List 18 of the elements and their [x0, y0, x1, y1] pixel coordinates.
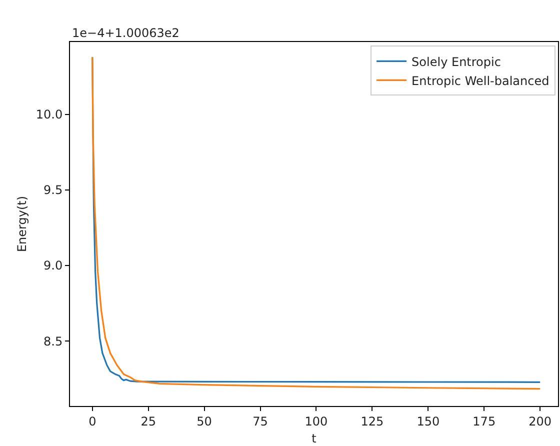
x-tick-label: 75	[252, 414, 268, 428]
x-tick-label: 25	[140, 414, 156, 428]
y-axis-title: Energy(t)	[15, 196, 30, 252]
x-tick-label: 150	[416, 414, 440, 428]
x-tick-label: 100	[304, 414, 328, 428]
y-tick-label: 9.0	[44, 258, 63, 273]
text: 1e−4+1.00063e2	[72, 26, 180, 40]
x-tick-label: 175	[472, 414, 496, 428]
x-tick-label: 200	[528, 414, 552, 428]
legend-label: Entropic Well-balanced	[412, 74, 550, 88]
y-tick-label: 8.5	[44, 334, 63, 348]
legend-label: Solely Entropic	[412, 54, 501, 69]
x-tick-label: 125	[360, 414, 384, 428]
x-tick-label: 50	[196, 414, 212, 428]
x-tick-label: 0	[88, 414, 96, 428]
y-tick-label: 9.5	[44, 183, 63, 198]
y-tick-label: 10.0	[36, 108, 63, 122]
x-axis-title: t	[312, 431, 317, 446]
